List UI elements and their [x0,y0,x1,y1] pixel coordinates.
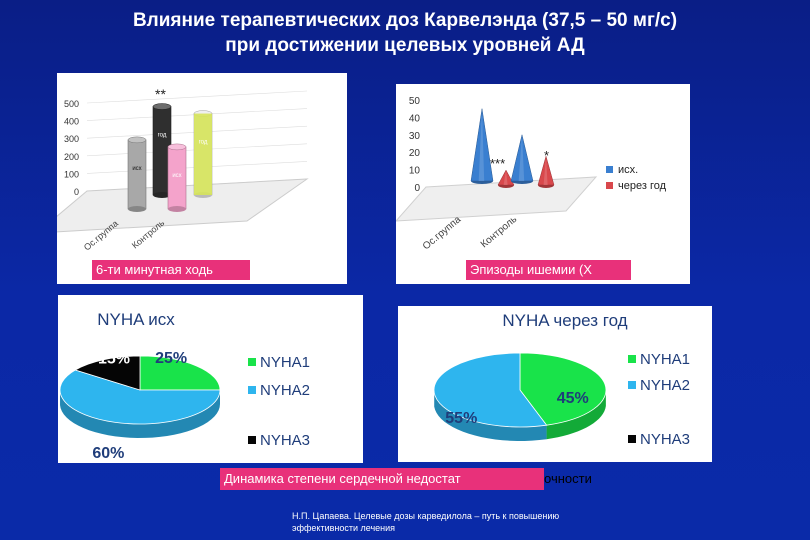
walk-bar [127,139,147,210]
walk-bar-series-label: исх [132,166,141,172]
pie-legend-label: NYHA2 [260,382,310,399]
ischemia-ytick-label: 50 [409,96,421,107]
walk-bar-base [153,192,171,198]
nyha-initial-panel: NYHA исх 25% 60% 15% NYHA1 NYHA2 NYHA3 [58,295,363,463]
walk-bar-base [168,206,186,212]
walk-chart-panel: 0 100 200 300 400 500 исх год исх год Ос.группа К… [35,73,347,284]
pie-slice [139,355,221,391]
walk-ytick-label: 300 [64,134,79,144]
footer-line-2: эффективности лечения [292,523,396,533]
pie-slice [519,352,607,426]
nyha-initial-title: NYHA исх [97,310,175,329]
ischemia-annotation-2: * [544,148,549,163]
ischemia-cone-highlight [543,156,548,185]
pie-legend-label: NYHA2 [640,377,690,394]
ischemia-category-label: Контроль [479,214,519,250]
dynamics-label: Динамика степени сердечной недостат [220,468,544,490]
ischemia-annotation-1: *** [490,156,505,171]
walk-ytick-label: 500 [64,99,79,109]
pie-legend-swatch [248,358,256,366]
walk-bar-series-label: исх [172,173,181,179]
pie-legend-swatch [628,435,636,443]
ischemia-category-label: Ос.группа [421,214,464,252]
ischemia-chart: 0 10 20 30 40 50 Ос.группа Контроль исх. через … [394,96,667,252]
pie-legend-swatch [248,436,256,444]
walk-bar-top [167,143,187,151]
walk-bar-overlay [194,113,212,195]
pie-slice-side [434,392,547,441]
pie-slice [74,355,141,391]
ischemia-ytick-label: 40 [409,113,421,124]
pie-slice-label: 45% [557,390,589,407]
pie-slice-label: 15% [98,350,130,367]
nyha-initial-chart: NYHA исх 25% 60% 15% NYHA1 NYHA2 NYHA3 [59,310,310,462]
pie-slice [59,369,221,425]
ischemia-cone-highlight [518,134,525,181]
ischemia-ytick-label: 10 [409,166,421,177]
pie-slice-label: 55% [445,410,477,427]
ischemia-ytick-label: 30 [409,131,421,142]
ischemia-floor [394,176,598,222]
pie-legend-swatch [248,410,256,418]
pie-legend-label: NYHA1 [640,351,690,368]
pie-slice [433,352,548,428]
walk-bar-base [128,206,146,212]
walk-ytick-label: 400 [64,117,79,127]
ischemia-legend-label: через год [618,180,667,192]
pie-legend-label: NYHA3 [260,432,310,449]
nyha-year-chart: NYHA через год 45% 55% NYHA1 NYHA2 NYHA3 [433,311,690,448]
pie-slice-label: 25% [155,350,187,367]
ischemia-legend-label: исх. [618,164,638,176]
walk-ytick-label: 100 [64,169,79,179]
pie-slice-label: 60% [92,445,124,462]
ischemia-cone-highlight [503,170,508,185]
pie-slice-side [60,390,220,438]
pie-legend-swatch [628,407,636,415]
nyha-year-panel: NYHA через год 45% 55% NYHA1 NYHA2 NYHA3 [398,306,712,462]
ischemia-chart-label: Эпизоды ишемии (Х [466,260,631,280]
title-line-1: Влияние терапевтических доз Карвелэнда (… [132,10,678,31]
ischemia-legend-swatch [606,166,613,173]
walk-bar-series-label: год [158,133,167,139]
dynamics-label-tail: очности [544,471,592,486]
walk-chart-label: 6-ти минутная ходь [92,260,250,280]
ischemia-cone-highlight [478,108,485,181]
ischemia-chart-panel: 0 10 20 30 40 50 Ос.группа Контроль исх. через … [394,84,690,284]
pie-legend-swatch [248,386,256,394]
pie-legend-swatch [628,381,636,389]
walk-ytick-label: 200 [64,152,79,162]
ischemia-legend-swatch [606,182,613,189]
ischemia-ytick-label: 20 [409,148,421,159]
walk-bar-series-label: год [199,140,208,146]
ischemia-ytick-label: 0 [414,183,420,194]
pie-legend-label: NYHA3 [640,431,690,448]
nyha-year-title: NYHA через год [502,311,627,330]
walk-bar-top [127,136,147,144]
footer-line-1: Н.П. Цапаева. Целевые дозы карведилола –… [292,511,560,521]
pie-legend-swatch [628,355,636,363]
walk-annotation: ** [155,86,166,102]
walk-gridline [86,90,308,104]
slide-title: Влияние терапевтических доз Карвелэнда (… [0,8,810,58]
walk-ytick-label: 0 [74,187,79,197]
pie-legend-label: NYHA1 [260,354,310,371]
title-line-2: при достижении целевых уровней АД [225,35,585,56]
footer-citation: Н.П. Цапаева. Целевые дозы карведилола –… [292,510,712,534]
walk-bar-top [152,103,172,110]
pie-slice-side [546,392,606,440]
